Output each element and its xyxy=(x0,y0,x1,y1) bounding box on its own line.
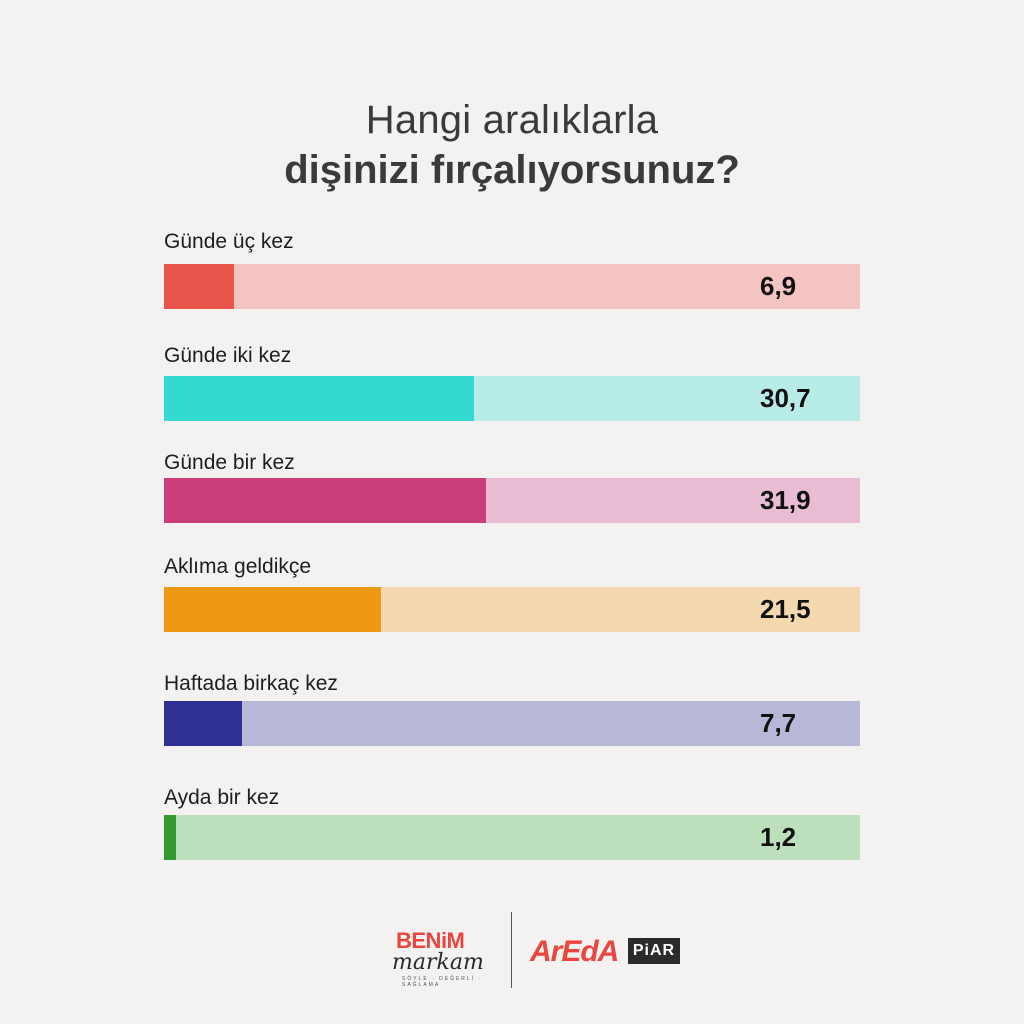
category-label: Haftada birkaç kez xyxy=(164,672,338,695)
data-label: 31,9 xyxy=(760,485,811,515)
logo-piar-box: PiAR xyxy=(628,938,680,964)
title-line-1: Hangi aralıklarla xyxy=(365,98,659,142)
bar-track: 6,9 xyxy=(164,264,860,309)
data-label: 7,7 xyxy=(760,708,797,738)
logo-tagline: SÖYLE · DEĞERLİ · SAĞLAMA xyxy=(402,976,483,988)
chart-title: Hangi aralıklarla dişinizi fırçalıyorsun… xyxy=(0,96,1024,196)
data-label: 6,9 xyxy=(760,271,797,301)
logo-areda-text: ArEdA xyxy=(530,935,619,968)
category-label: Günde iki kez xyxy=(164,344,292,367)
bar-track: 7,7 xyxy=(164,701,860,746)
bar xyxy=(164,701,242,746)
data-label: 30,7 xyxy=(760,383,811,413)
category-label: Aklıma geldikçe xyxy=(164,555,312,578)
footer xyxy=(0,905,1024,995)
logo-benim-text: BENiM xyxy=(396,928,465,953)
data-label: 1,2 xyxy=(760,822,797,852)
bar xyxy=(164,376,474,421)
title-line-2: dişinizi fırçalıyorsunuz? xyxy=(284,148,740,192)
bar-track: 1,2 xyxy=(164,815,860,860)
logo-markam-text: markam xyxy=(392,950,484,975)
category-label: Ayda bir kez xyxy=(164,786,280,809)
category-label: Günde üç kez xyxy=(164,230,294,253)
bar xyxy=(164,815,176,860)
bar xyxy=(164,478,486,523)
category-label: Günde bir kez xyxy=(164,451,295,474)
data-label: 21,5 xyxy=(760,594,811,624)
footer-divider xyxy=(511,912,512,988)
bar xyxy=(164,587,381,632)
bar xyxy=(164,264,234,309)
benim-markam-logo: BENiM markam SÖYLE · DEĞERLİ · SAĞLAMA xyxy=(388,928,498,988)
bar-track: 30,7 xyxy=(164,376,860,421)
bar-track: 31,9 xyxy=(164,478,860,523)
bar-track: 21,5 xyxy=(164,587,860,632)
